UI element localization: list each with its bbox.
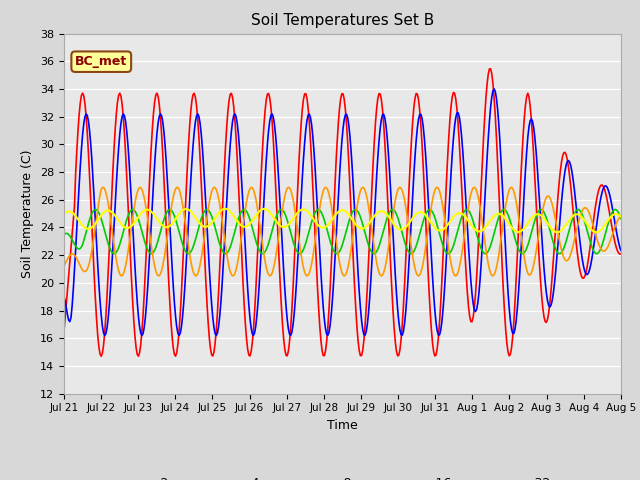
-4cm xyxy=(470,307,478,312)
-4cm xyxy=(175,333,183,338)
-32cm xyxy=(568,214,576,220)
Line: -16cm: -16cm xyxy=(64,187,621,276)
-8cm xyxy=(472,227,479,232)
-8cm xyxy=(60,231,68,237)
Line: -2cm: -2cm xyxy=(64,69,621,356)
-2cm xyxy=(568,196,576,202)
-4cm xyxy=(490,86,498,92)
-32cm xyxy=(373,211,381,216)
-4cm xyxy=(373,172,381,178)
-8cm xyxy=(166,206,173,212)
-16cm xyxy=(396,184,404,190)
-8cm xyxy=(401,239,408,245)
-2cm xyxy=(470,305,478,311)
Line: -4cm: -4cm xyxy=(64,89,621,336)
-16cm xyxy=(472,185,479,191)
Text: BC_met: BC_met xyxy=(75,55,127,68)
-2cm xyxy=(487,66,495,72)
-16cm xyxy=(295,236,303,241)
-2cm xyxy=(60,328,68,334)
-4cm xyxy=(617,248,625,253)
-16cm xyxy=(401,197,408,203)
-16cm xyxy=(378,273,385,279)
-4cm xyxy=(296,217,304,223)
-4cm xyxy=(234,131,242,137)
-32cm xyxy=(399,226,407,232)
-16cm xyxy=(60,264,68,269)
-4cm xyxy=(568,169,576,175)
-2cm xyxy=(617,251,625,257)
Line: -32cm: -32cm xyxy=(64,209,621,232)
Line: -8cm: -8cm xyxy=(64,209,621,254)
-2cm xyxy=(97,353,105,359)
-2cm xyxy=(399,303,407,309)
-2cm xyxy=(373,105,381,111)
-32cm xyxy=(617,214,625,219)
-2cm xyxy=(234,179,242,185)
Title: Soil Temperatures Set B: Soil Temperatures Set B xyxy=(251,13,434,28)
-8cm xyxy=(374,246,381,252)
-16cm xyxy=(568,247,576,253)
-4cm xyxy=(399,328,407,334)
-16cm xyxy=(617,213,625,219)
-2cm xyxy=(296,140,304,145)
-8cm xyxy=(568,217,576,223)
-32cm xyxy=(234,220,242,226)
-16cm xyxy=(372,253,380,259)
-8cm xyxy=(298,250,305,256)
Legend: -2cm, -4cm, -8cm, -16cm, -32cm: -2cm, -4cm, -8cm, -16cm, -32cm xyxy=(110,472,575,480)
-8cm xyxy=(184,251,192,257)
-4cm xyxy=(60,294,68,300)
-32cm xyxy=(553,229,561,235)
-32cm xyxy=(470,226,478,232)
Y-axis label: Soil Temperature (C): Soil Temperature (C) xyxy=(22,149,35,278)
-32cm xyxy=(60,211,68,217)
-32cm xyxy=(221,206,229,212)
X-axis label: Time: Time xyxy=(327,419,358,432)
-8cm xyxy=(236,213,243,218)
-32cm xyxy=(296,208,304,214)
-16cm xyxy=(234,262,241,267)
-8cm xyxy=(617,216,625,221)
